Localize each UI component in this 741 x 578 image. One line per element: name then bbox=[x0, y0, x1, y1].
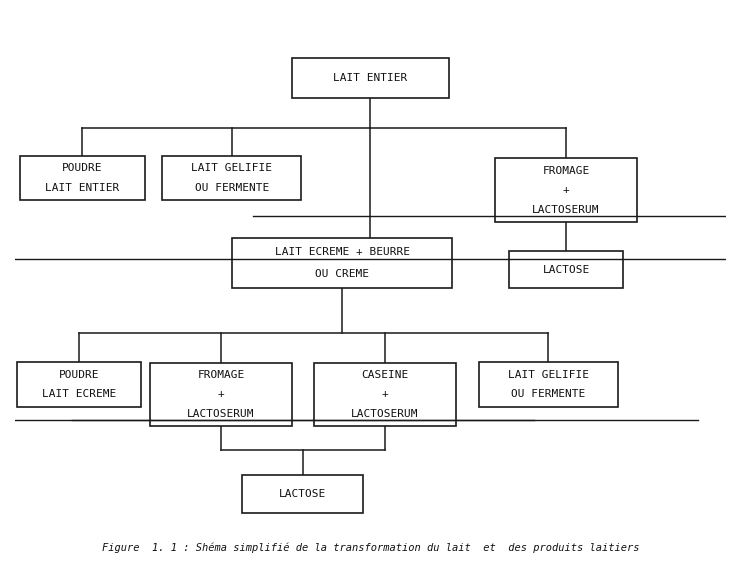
Text: POUDRE: POUDRE bbox=[59, 370, 99, 380]
Text: POUDRE: POUDRE bbox=[62, 164, 103, 173]
Text: OU FERMENTE: OU FERMENTE bbox=[195, 183, 269, 192]
Text: LAIT GELIFIE: LAIT GELIFIE bbox=[191, 164, 272, 173]
FancyBboxPatch shape bbox=[242, 476, 363, 513]
Text: +: + bbox=[382, 390, 388, 399]
Text: FROMAGE: FROMAGE bbox=[198, 370, 245, 380]
Text: LAIT ECREME + BEURRE: LAIT ECREME + BEURRE bbox=[275, 247, 410, 257]
FancyBboxPatch shape bbox=[509, 251, 623, 288]
Text: LACTOSE: LACTOSE bbox=[542, 265, 590, 275]
Text: LACTOSERUM: LACTOSERUM bbox=[187, 409, 255, 419]
FancyBboxPatch shape bbox=[232, 238, 452, 288]
FancyBboxPatch shape bbox=[479, 362, 618, 407]
Text: Figure  1. 1 : Shéma simplifié de la transformation du lait  et  des produits la: Figure 1. 1 : Shéma simplifié de la tran… bbox=[102, 542, 639, 553]
Text: +: + bbox=[218, 390, 225, 399]
FancyBboxPatch shape bbox=[162, 156, 301, 200]
FancyBboxPatch shape bbox=[150, 362, 292, 427]
Text: OU FERMENTE: OU FERMENTE bbox=[511, 389, 585, 399]
FancyBboxPatch shape bbox=[495, 158, 637, 222]
Text: LACTOSERUM: LACTOSERUM bbox=[351, 409, 419, 419]
FancyBboxPatch shape bbox=[16, 362, 141, 407]
Text: CASEINE: CASEINE bbox=[361, 370, 408, 380]
FancyBboxPatch shape bbox=[292, 58, 449, 98]
Text: OU CREME: OU CREME bbox=[315, 269, 369, 279]
Text: LACTOSERUM: LACTOSERUM bbox=[532, 205, 600, 214]
Text: FROMAGE: FROMAGE bbox=[542, 166, 590, 176]
Text: LAIT GELIFIE: LAIT GELIFIE bbox=[508, 370, 589, 380]
FancyBboxPatch shape bbox=[20, 156, 144, 200]
Text: LAIT ENTIER: LAIT ENTIER bbox=[45, 183, 119, 192]
Text: LAIT ENTIER: LAIT ENTIER bbox=[333, 73, 408, 83]
Text: LAIT ECREME: LAIT ECREME bbox=[41, 389, 116, 399]
FancyBboxPatch shape bbox=[313, 362, 456, 427]
Text: LACTOSE: LACTOSE bbox=[279, 490, 327, 499]
Text: +: + bbox=[562, 185, 570, 195]
